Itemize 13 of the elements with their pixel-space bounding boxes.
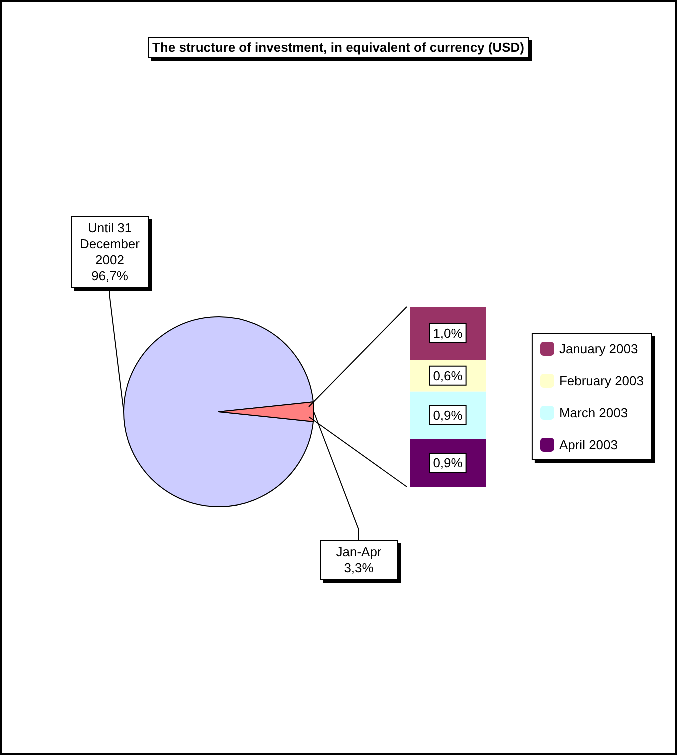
slice-label: Until 31 December 2002 — [80, 220, 141, 268]
legend-label: January 2003 — [559, 342, 638, 356]
legend-label: March 2003 — [559, 406, 628, 420]
data-label: 0,6% — [433, 368, 464, 384]
data-label: 0,9% — [433, 408, 464, 424]
legend-label: April 2003 — [559, 438, 618, 452]
data-label: 0,9% — [433, 456, 464, 471]
chart-title: The structure of investment, in equivalent of currency (USD) — [148, 37, 528, 58]
legend-label: February 2003 — [559, 374, 644, 388]
data-label: 96,7% — [92, 268, 129, 284]
data-label: 3,3% — [344, 560, 374, 576]
slice-label: Jan-Apr — [336, 544, 382, 560]
data-label: 1,0% — [433, 326, 464, 341]
